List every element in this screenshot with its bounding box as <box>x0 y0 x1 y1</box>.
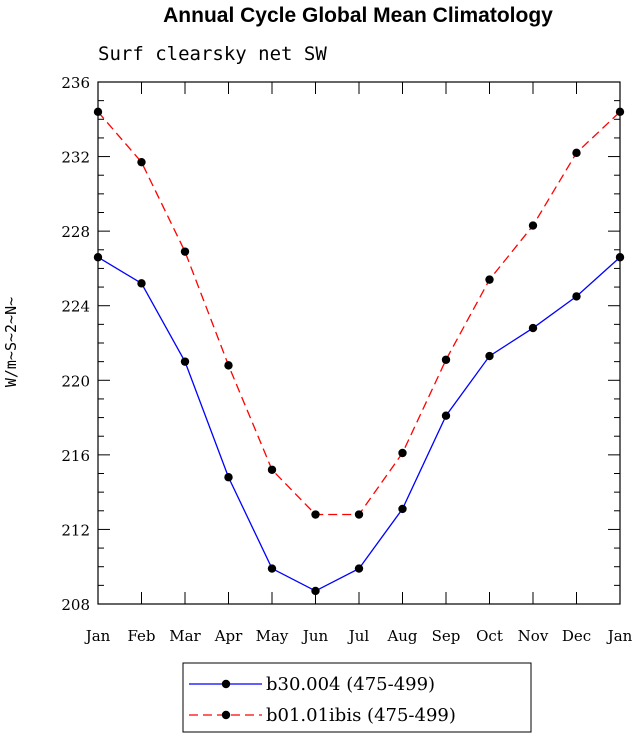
x-tick-label: Dec <box>562 627 591 645</box>
x-tick-label: Jun <box>301 627 329 645</box>
series-layer <box>93 107 625 596</box>
legend-label-1: b30.004 (475-499) <box>266 674 435 695</box>
x-tick-label: Oct <box>476 627 503 645</box>
legend-box <box>182 662 532 733</box>
series-1-point <box>180 357 190 366</box>
series-1-point <box>267 564 277 573</box>
series-1-point <box>137 279 146 288</box>
series-2-point <box>572 148 581 158</box>
x-tick-label: Mar <box>169 627 201 645</box>
plot-frame <box>97 81 621 605</box>
series-2-point <box>137 157 146 167</box>
y-axis-label: W/m~S~2~N~ <box>2 297 20 387</box>
series-2-point <box>615 107 625 117</box>
x-tick-label: Jan <box>84 627 111 645</box>
legend-marker-1 <box>221 679 231 689</box>
series-2-point <box>180 247 190 256</box>
legend-label-2: b01.01ibis (475-499) <box>266 705 456 726</box>
series-2-point <box>485 275 494 284</box>
series-2-point <box>528 221 538 230</box>
series-1-point <box>441 411 451 420</box>
series-1-point <box>615 253 625 262</box>
y-tick-label: 228 <box>61 223 90 241</box>
series-line-2 <box>97 111 621 516</box>
legend: b30.004 (475-499) b01.01ibis (475-499) <box>182 662 532 733</box>
y-tick-label: 212 <box>61 521 90 539</box>
x-tick-label: May <box>256 627 289 645</box>
series-2-point <box>354 510 364 519</box>
series-2-point <box>224 361 233 370</box>
series-2-point <box>267 465 277 474</box>
y-tick-label: 216 <box>61 447 90 465</box>
y-tick-label: 220 <box>61 372 90 390</box>
series-1-point <box>398 504 407 514</box>
series-2-point <box>441 355 451 364</box>
series-1-point <box>224 473 233 482</box>
x-tick-label: Nov <box>518 627 549 645</box>
x-tick-label: Aug <box>386 627 417 645</box>
series-1-point <box>354 564 364 573</box>
series-2-point <box>93 107 103 117</box>
series-1-point <box>311 586 320 596</box>
y-tick-label: 224 <box>61 298 90 316</box>
series-1-point <box>93 253 103 262</box>
y-tick-label: 208 <box>61 596 90 614</box>
series-line-1 <box>97 256 621 592</box>
x-tick-label: Jan <box>606 627 633 645</box>
x-tick-label: Jul <box>347 627 370 645</box>
x-tick-label: Apr <box>214 627 243 645</box>
series-2-point <box>311 510 320 519</box>
series-1-point <box>528 323 538 333</box>
y-tick-label: 232 <box>61 149 90 167</box>
series-2-point <box>398 448 407 458</box>
x-tick-label: Sep <box>432 627 461 645</box>
chart-subtitle: Surf clearsky net SW <box>98 43 327 65</box>
y-tick-label: 236 <box>61 74 90 92</box>
series-1-point <box>485 351 494 361</box>
chart-title: Annual Cycle Global Mean Climatology <box>163 4 553 27</box>
axes: 208 212 216 220 224 228 232 236 Jan Feb Mar Apr May J… <box>61 74 632 645</box>
series-1-point <box>572 292 581 301</box>
legend-marker-2 <box>221 710 231 720</box>
x-tick-label: Feb <box>127 627 155 645</box>
